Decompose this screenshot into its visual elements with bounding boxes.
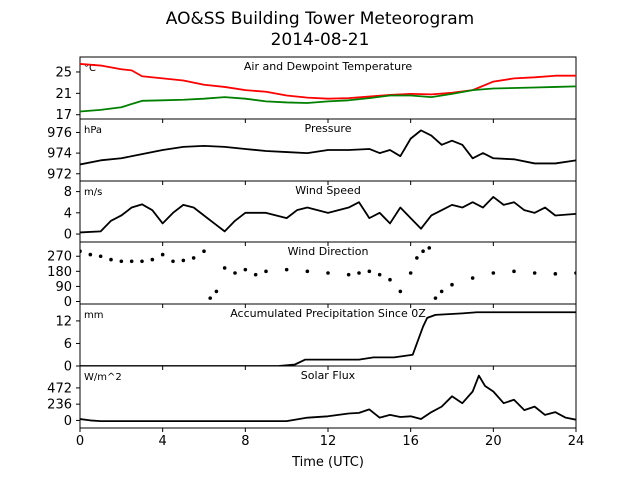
data-point (574, 271, 576, 275)
data-point (129, 259, 134, 264)
panel-title: Air and Dewpoint Temperature (244, 60, 412, 73)
data-point (160, 252, 165, 257)
data-point (181, 258, 186, 263)
x-axis: 0 4 8 12 16 20 24 (76, 434, 584, 449)
data-point (512, 269, 516, 274)
panel-unit: m/s (84, 187, 102, 198)
panel-unit: W/m^2 (84, 372, 122, 383)
series-line-1 (80, 63, 576, 100)
series-line-1 (80, 311, 576, 366)
data-point (214, 289, 219, 294)
data-point (243, 267, 248, 272)
x-tick-label: 8 (241, 434, 249, 449)
panel-3: 0 4 8 Wind Speed m/s (64, 180, 577, 246)
y-tick-label: 25 (55, 65, 72, 80)
y-tick-label: 90 (55, 280, 72, 295)
data-point (357, 271, 361, 275)
data-point (253, 272, 258, 277)
y-tick-label: 0 (64, 360, 72, 375)
panel-title: Solar Flux (301, 369, 356, 382)
figure-title-line2: 2014-08-21 (271, 30, 370, 50)
data-point (284, 267, 289, 272)
panel-title: Pressure (305, 122, 352, 135)
data-point (415, 256, 419, 260)
series-1 (80, 246, 576, 300)
data-point (367, 269, 372, 274)
data-point (433, 296, 438, 300)
y-tick-label: 472 (47, 381, 72, 396)
data-point (398, 289, 403, 294)
data-point (421, 249, 425, 254)
y-tick-label: 976 (47, 126, 72, 141)
y-tick-label: 270 (47, 250, 72, 265)
data-point (305, 269, 310, 274)
x-axis-label: Time (UTC) (291, 455, 364, 470)
data-point (202, 249, 206, 254)
y-tick-label: 972 (47, 167, 72, 182)
data-point (222, 266, 227, 270)
data-point (553, 272, 558, 276)
data-point (208, 296, 212, 300)
figure-title-line1: AO&SS Building Tower Meteorogram (166, 9, 474, 29)
series-line-2 (80, 85, 576, 113)
data-point (191, 256, 196, 260)
series-line-1 (80, 374, 576, 423)
y-tick-label: 6 (64, 337, 72, 352)
x-tick-label: 4 (159, 434, 167, 449)
data-point (98, 254, 103, 259)
series-line-1 (80, 196, 576, 234)
y-tick-label: 974 (47, 147, 72, 162)
data-point (439, 289, 444, 294)
data-point (427, 246, 432, 250)
data-point (109, 257, 113, 262)
data-point (80, 249, 82, 254)
y-tick-label: 4 (64, 206, 72, 221)
y-tick-label: 12 (55, 314, 72, 329)
x-tick-label: 12 (320, 434, 337, 449)
y-tick-label: 0 (64, 414, 72, 429)
data-point (450, 282, 454, 287)
panel-1: 17 21 25 Air and Dewpoint Temperature °C (55, 56, 577, 123)
data-point (470, 276, 475, 280)
data-point (491, 271, 496, 275)
y-tick-label: 0 (64, 228, 72, 243)
data-point (140, 259, 144, 264)
panel-unit: °C (84, 63, 96, 74)
panel-unit: mm (84, 310, 103, 321)
data-point (171, 259, 175, 264)
data-point (388, 277, 392, 282)
panel-title: Wind Speed (295, 184, 361, 197)
x-tick-label: 24 (568, 434, 585, 449)
panel-unit: hPa (84, 125, 102, 136)
x-tick-label: 0 (76, 434, 84, 449)
y-tick-label: 180 (47, 265, 72, 280)
panel-title: Wind Direction (288, 245, 369, 258)
data-point (408, 271, 413, 275)
panel-title: Accumulated Precipitation Since 0Z (230, 307, 426, 320)
y-tick-label: 17 (55, 108, 72, 123)
data-point (264, 269, 268, 274)
x-tick-label: 20 (485, 434, 502, 449)
data-point (532, 271, 537, 275)
data-point (119, 259, 124, 264)
data-point (88, 252, 93, 257)
data-point (377, 272, 382, 277)
y-tick-label: 236 (47, 398, 72, 413)
series-line-1 (80, 129, 576, 166)
data-point (233, 271, 237, 275)
panel-5: 0 6 12 Accumulated Precipitation Since 0Z mm (55, 303, 577, 375)
data-point (346, 272, 351, 277)
x-tick-label: 16 (402, 434, 419, 449)
panel-2: 972 974 976 Pressure hPa (47, 118, 577, 185)
y-tick-label: 8 (64, 185, 72, 200)
data-point (326, 271, 330, 275)
y-tick-label: 0 (64, 295, 72, 310)
y-tick-label: 21 (55, 87, 72, 102)
data-point (150, 257, 155, 262)
